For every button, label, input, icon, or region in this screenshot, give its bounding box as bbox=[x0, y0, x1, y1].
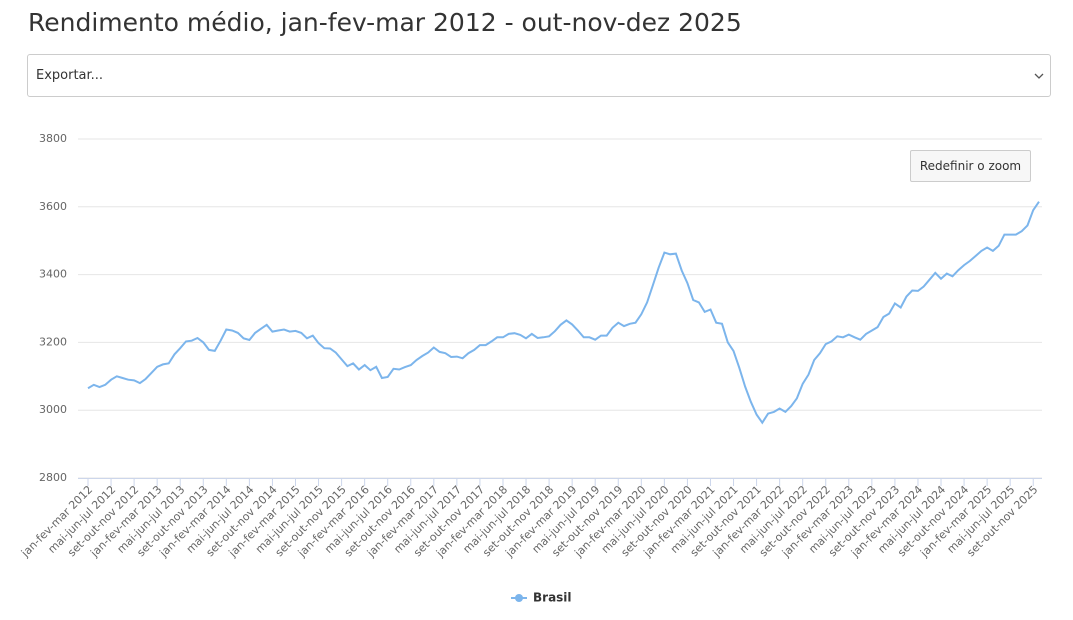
legend-label: Brasil bbox=[533, 591, 572, 605]
reset-zoom-button[interactable]: Redefinir o zoom bbox=[910, 150, 1031, 182]
export-label: Exportar... bbox=[36, 68, 104, 83]
y-tick-label: 2800 bbox=[39, 471, 67, 484]
y-tick-label: 3000 bbox=[39, 403, 67, 416]
y-tick-label: 3200 bbox=[39, 335, 67, 348]
y-tick-label: 3600 bbox=[39, 200, 67, 213]
export-select[interactable]: Exportar... bbox=[27, 54, 1051, 97]
chevron bbox=[1034, 73, 1044, 79]
y-tick-label: 3800 bbox=[39, 132, 67, 145]
series-line bbox=[87, 201, 1040, 425]
page-title: Rendimento médio, jan-fev-mar 2012 - out… bbox=[28, 8, 742, 37]
y-tick-label: 3400 bbox=[39, 268, 67, 281]
legend-marker bbox=[515, 594, 523, 602]
